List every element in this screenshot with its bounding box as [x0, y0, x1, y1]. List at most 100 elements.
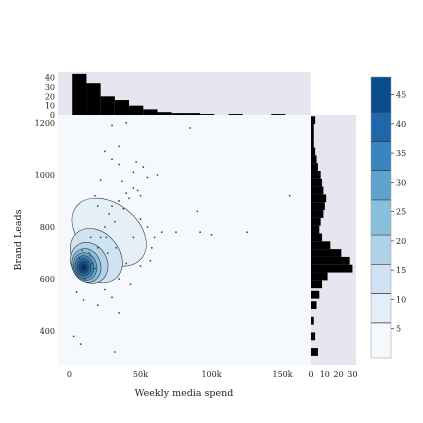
scatter-point	[149, 259, 152, 262]
scatter-point	[128, 197, 130, 200]
y-tick-label: 800	[40, 223, 55, 232]
y-hist-bar	[311, 316, 314, 325]
scatter-point	[111, 296, 113, 299]
colorbar-segment	[371, 264, 391, 294]
scatter-point	[84, 278, 86, 280]
x-hist-tick-label: 20	[45, 92, 55, 101]
y-hist-tick-label: 10	[320, 370, 330, 379]
colorbar-tick-label: 30	[396, 178, 406, 187]
scatter-point	[108, 213, 111, 215]
y-hist-bar	[311, 332, 316, 341]
x-hist-bar	[129, 105, 144, 115]
scatter-point	[246, 231, 248, 234]
y-hist-bar	[311, 116, 316, 125]
y-hist-bar	[311, 348, 318, 356]
colorbar-frame	[370, 76, 392, 359]
y-hist-bar	[311, 155, 317, 164]
scatter-point	[96, 304, 99, 307]
scatter-point	[118, 145, 121, 148]
x-hist-bar	[157, 112, 172, 115]
scatter-point	[111, 205, 113, 208]
x-hist-tick-label: 0	[50, 111, 55, 120]
scatter-point	[118, 200, 121, 202]
colorbar-tick-label: 15	[396, 266, 406, 275]
scatter-point	[125, 262, 128, 265]
colorbar-segment	[371, 170, 391, 200]
scatter-point	[142, 166, 145, 168]
y-hist-tick-label: 0	[308, 370, 313, 379]
y-hist-bar	[311, 256, 350, 265]
y-marginal-histogram: 0 10 20 30	[308, 116, 357, 379]
y-hist-bar	[311, 124, 314, 132]
scatter-point	[115, 246, 118, 249]
y-hist-tick-label: 30	[347, 370, 357, 379]
scatter-point	[75, 291, 78, 293]
scatter-point	[94, 194, 96, 197]
y-hist-bar	[311, 131, 314, 140]
x-tick-label: 50k	[133, 370, 148, 379]
y-hist-bar	[311, 194, 327, 203]
x-hist-bar	[271, 114, 286, 115]
x-hist-bar	[143, 109, 158, 115]
y-tick-label: 600	[40, 275, 55, 284]
scatter-point	[78, 257, 81, 260]
y-hist-bar	[311, 290, 320, 299]
y-hist-bar	[311, 139, 314, 148]
colorbar-segment	[371, 77, 391, 113]
y-hist-bar	[311, 241, 331, 250]
colorbar-segment	[371, 199, 391, 236]
scatter-point	[79, 343, 82, 346]
scatter-point	[160, 231, 163, 234]
y-hist-bar	[311, 225, 320, 234]
scatter-point	[132, 236, 135, 239]
x-hist-bar	[171, 113, 186, 115]
x-hist-bar	[100, 96, 115, 115]
scatter-point	[132, 171, 135, 174]
scatter-layer	[72, 121, 291, 353]
scatter-point	[139, 265, 142, 267]
colorbar-segment	[371, 293, 391, 323]
scatter-point	[86, 259, 89, 262]
scatter-point	[113, 351, 116, 353]
y-hist-bar	[311, 217, 321, 226]
x-hist-tick-label: 40	[45, 74, 55, 83]
scatter-point	[118, 312, 121, 314]
scatter-point	[125, 121, 128, 124]
y-hist-bar	[311, 186, 324, 195]
scatter-point	[156, 173, 159, 176]
y-hist-bar	[311, 272, 328, 281]
scatter-point	[135, 160, 138, 163]
y-tick-label: 400	[40, 327, 55, 336]
scatter-point	[146, 226, 149, 228]
scatter-point	[175, 231, 177, 234]
scatter-point	[153, 236, 156, 239]
y-hist-bar	[311, 210, 324, 218]
scatter-point	[122, 207, 125, 210]
x-hist-bar	[200, 114, 215, 115]
x-tick-label: 100k	[201, 370, 221, 379]
scatter-point	[189, 127, 192, 129]
scatter-point	[139, 218, 142, 221]
scatter-point	[210, 233, 213, 236]
y-hist-bar	[311, 264, 353, 273]
x-tick-label: 150k	[273, 370, 293, 379]
scatter-point	[196, 210, 199, 213]
scatter-point	[76, 272, 79, 275]
colorbar-tick-label: 20	[396, 237, 406, 246]
scatter-point	[146, 176, 149, 179]
scatter-point	[82, 257, 85, 260]
scatter-point	[85, 270, 88, 273]
colorbar-segment	[371, 235, 391, 265]
x-hist-tick-label: 10	[45, 102, 55, 111]
y-axis-label: Brand Leads	[13, 209, 24, 270]
y-hist-bar	[311, 202, 325, 211]
scatter-point	[99, 179, 102, 182]
kde-density-layer	[70, 197, 147, 284]
y-hist-bar	[311, 178, 323, 187]
scatter-point	[96, 205, 99, 208]
x-hist-bar	[185, 113, 201, 115]
x-tick-label: 0	[67, 370, 72, 379]
y-hist-bar	[311, 170, 321, 179]
